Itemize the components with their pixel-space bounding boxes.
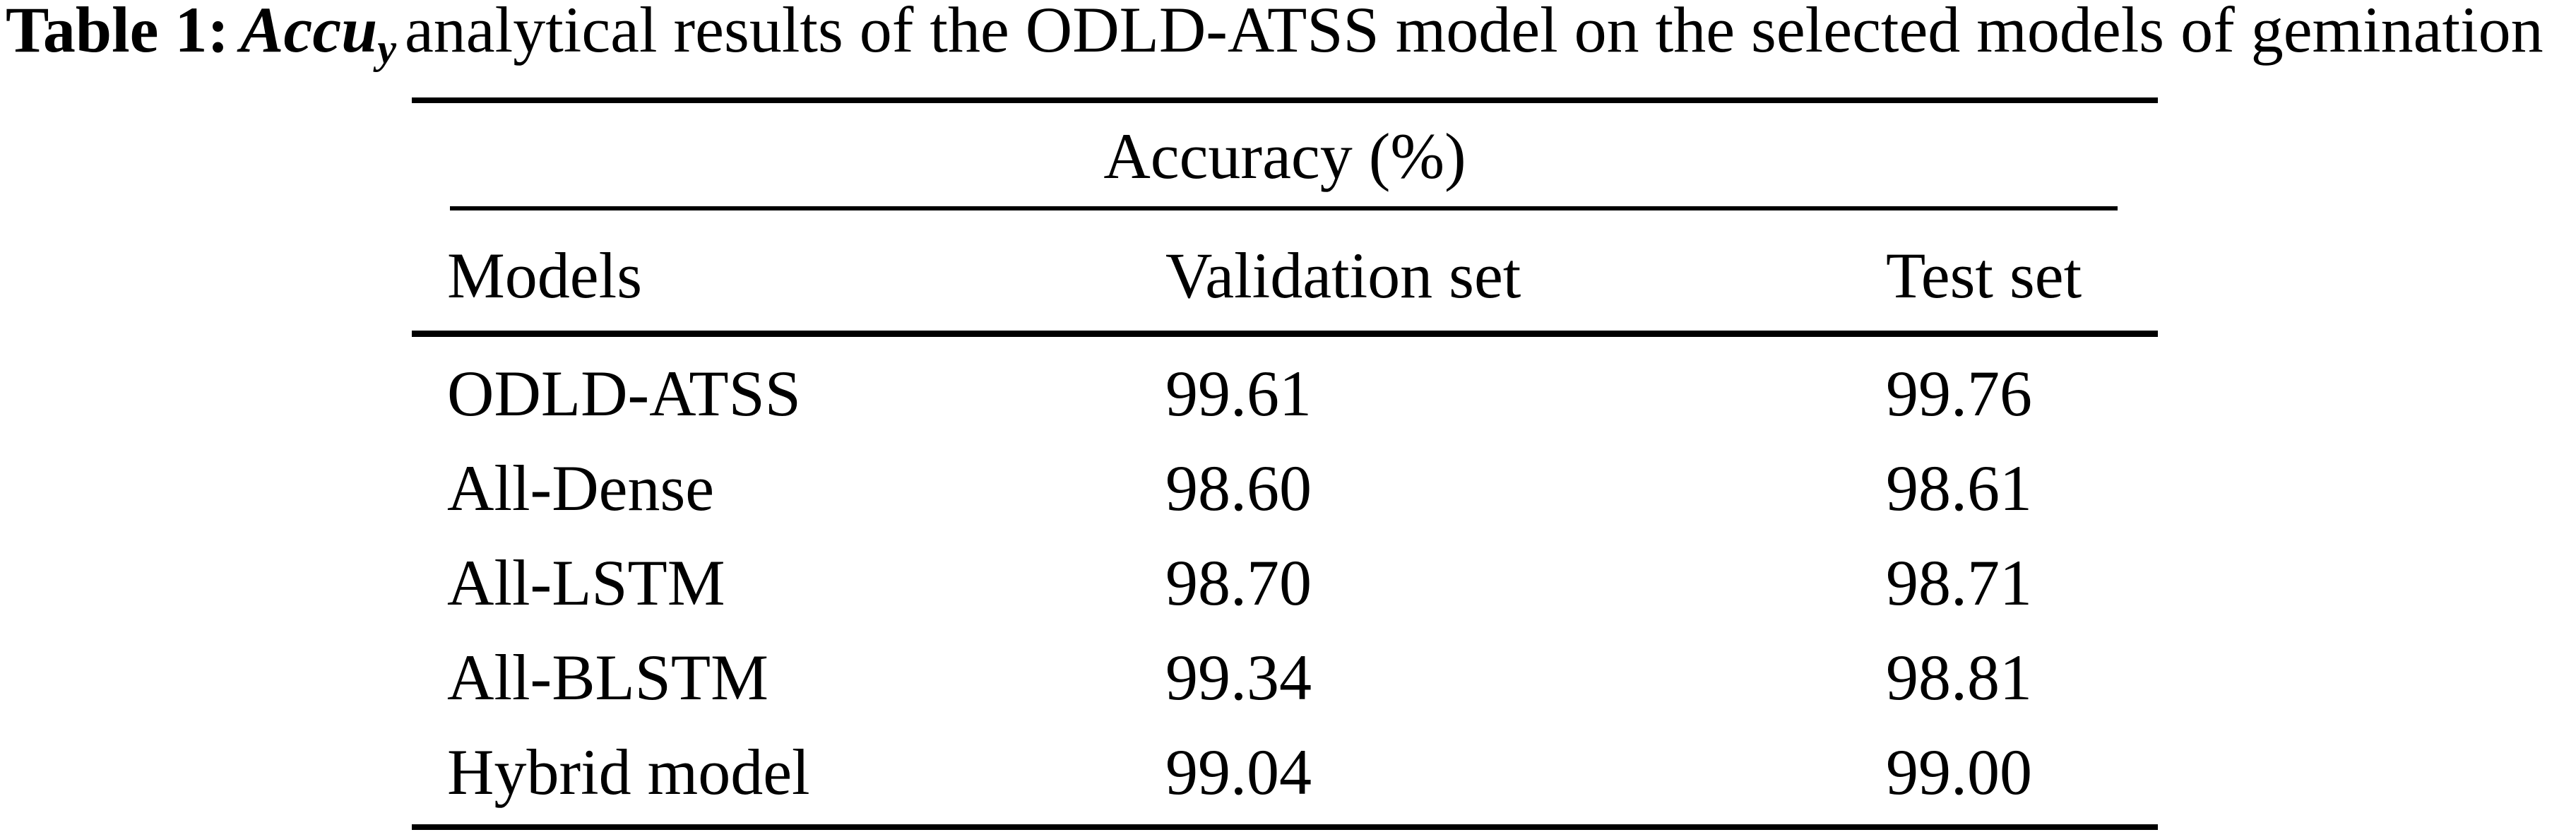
model-name-cell: All-Dense <box>447 452 715 524</box>
model-name-cell: All-LSTM <box>447 547 725 619</box>
test-value-cell: 98.61 <box>1886 452 2032 524</box>
table-row: ODLD-ATSS 99.61 99.76 <box>412 337 2158 432</box>
table-row: All-LSTM 98.70 98.71 <box>412 526 2158 621</box>
column-header-test-set: Test set <box>1886 239 2082 311</box>
table-row: All-Dense 98.60 98.61 <box>412 432 2158 526</box>
model-name-cell: ODLD-ATSS <box>447 357 801 429</box>
column-header-row: Models Validation set Test set <box>412 210 2158 331</box>
table-rule-bottom <box>412 824 2158 830</box>
table-rule-top <box>412 97 2158 103</box>
table-rule-under-group-header <box>450 206 2118 210</box>
caption-metric: Accu <box>240 0 378 66</box>
test-value-cell: 98.81 <box>1886 641 2032 713</box>
validation-value-cell: 98.70 <box>1165 547 1312 619</box>
caption-metric-subscript: y <box>377 25 396 72</box>
validation-value-cell: 99.34 <box>1165 641 1312 713</box>
table-rule-under-header <box>412 331 2158 337</box>
column-header-models: Models <box>447 239 642 311</box>
column-header-validation-set: Validation set <box>1165 239 1521 311</box>
table-body: ODLD-ATSS 99.61 99.76 All-Dense 98.60 98… <box>412 337 2158 810</box>
validation-value-cell: 98.60 <box>1165 452 1312 524</box>
caption-text: analytical results of the ODLD-ATSS mode… <box>404 0 2544 66</box>
validation-value-cell: 99.61 <box>1165 357 1312 429</box>
test-value-cell: 99.76 <box>1886 357 2032 429</box>
table-row: Hybrid model 99.04 99.00 <box>412 716 2158 810</box>
test-value-cell: 98.71 <box>1886 547 2032 619</box>
table-row: All-BLSTM 99.34 98.81 <box>412 621 2158 716</box>
group-header-accuracy: Accuracy (%) <box>1103 120 1466 192</box>
table-caption: Table 1: Accuy analytical results of the O… <box>6 0 2544 72</box>
model-name-cell: Hybrid model <box>447 736 810 808</box>
caption-label: Table 1: <box>6 0 230 66</box>
results-table: Accuracy (%) Models Validation set Test … <box>412 97 2158 830</box>
model-name-cell: All-BLSTM <box>447 641 768 713</box>
validation-value-cell: 99.04 <box>1165 736 1312 808</box>
test-value-cell: 99.00 <box>1886 736 2032 808</box>
